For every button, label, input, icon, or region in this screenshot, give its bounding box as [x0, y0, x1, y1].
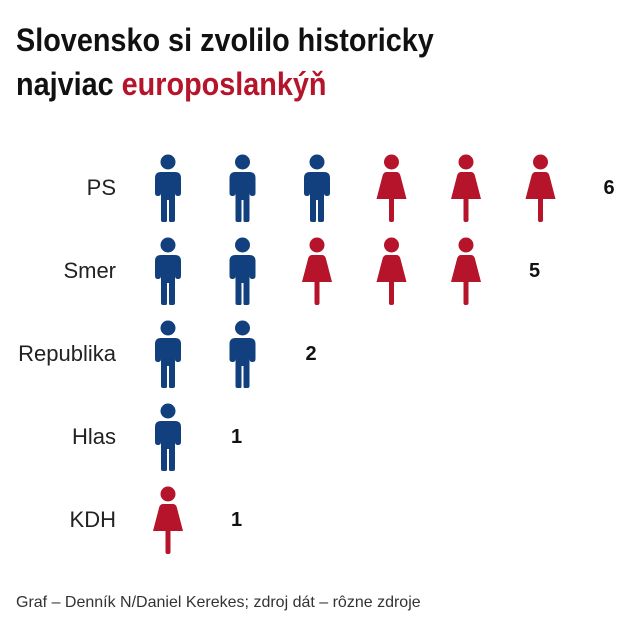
total-label: 2 — [305, 343, 316, 365]
category-label: KDH — [70, 507, 116, 532]
category-label: Smer — [63, 258, 116, 283]
man-icon — [155, 320, 181, 388]
category-label: Republika — [18, 341, 117, 366]
chart-title: Slovensko si zvolilo historicky najviac … — [16, 18, 434, 106]
man-icon — [155, 154, 181, 222]
total-label: 6 — [603, 177, 614, 199]
man-icon — [155, 403, 181, 471]
woman-icon — [302, 237, 332, 305]
man-icon — [155, 237, 181, 305]
woman-icon — [451, 237, 481, 305]
title-line-2-plain: najviac — [16, 66, 122, 102]
title-line-1: Slovensko si zvolilo historicky — [16, 22, 434, 58]
woman-icon — [525, 154, 556, 222]
man-icon — [229, 154, 256, 222]
source-note: Graf – Denník N/Daniel Kerekes; zdroj dá… — [16, 594, 421, 611]
man-icon — [229, 320, 256, 388]
man-icon — [229, 237, 256, 305]
woman-icon — [376, 154, 407, 222]
woman-icon — [376, 237, 407, 305]
man-icon — [304, 154, 330, 222]
total-label: 5 — [529, 260, 540, 282]
total-label: 1 — [231, 509, 242, 531]
woman-icon — [451, 154, 481, 222]
total-label: 1 — [231, 426, 242, 448]
woman-icon — [153, 486, 183, 554]
category-label: PS — [87, 175, 116, 200]
category-label: Hlas — [72, 424, 116, 449]
title-line-2-accent: europoslankýň — [121, 66, 327, 102]
